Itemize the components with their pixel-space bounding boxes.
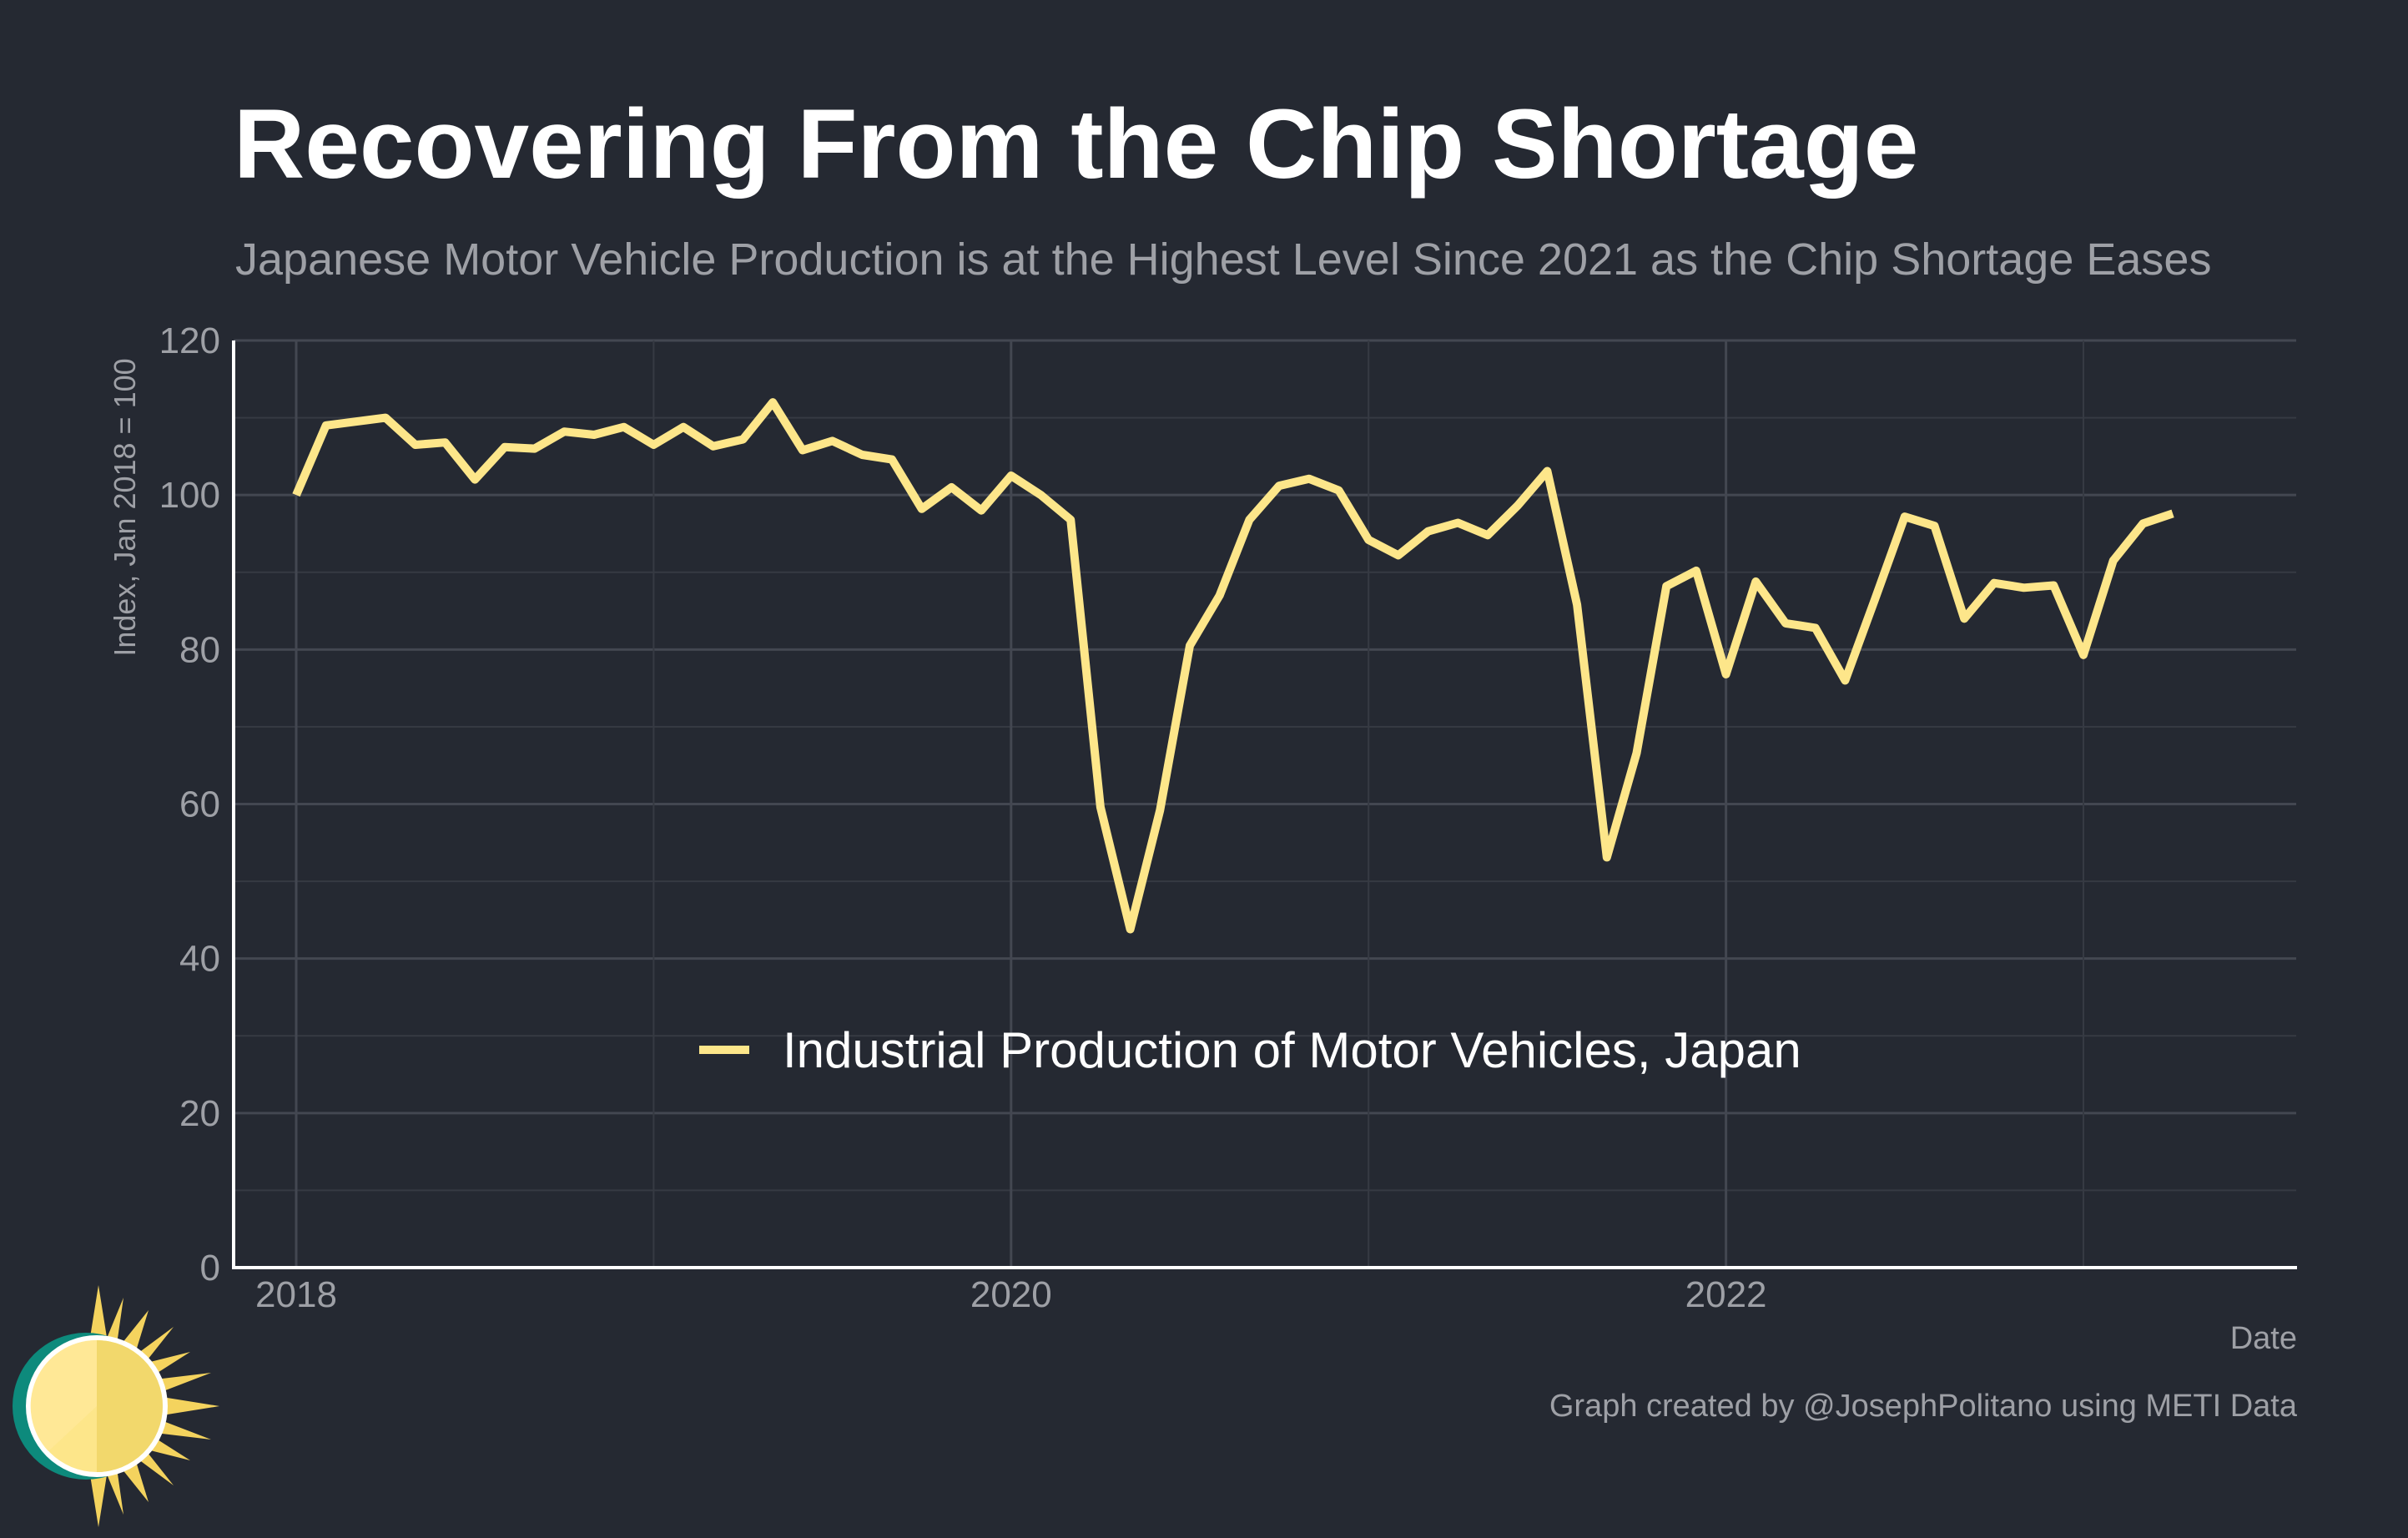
series-layer: [292, 398, 2174, 934]
x-tick-label: 2022: [1685, 1274, 1767, 1315]
legend-label: Industrial Production of Motor Vehicles,…: [783, 1022, 1801, 1078]
y-tick-label: 0: [200, 1248, 220, 1288]
y-tick-label: 60: [179, 784, 220, 825]
x-axis-label: Date: [2229, 1321, 2297, 1356]
x-tick-label: 2018: [255, 1274, 337, 1315]
y-tick-label: 100: [159, 475, 220, 516]
credit-text: Graph created by @JosephPolitano using M…: [1549, 1389, 2297, 1424]
y-tick-label: 40: [179, 939, 220, 980]
sun-icon: [13, 1285, 219, 1527]
chart-subtitle: Japanese Motor Vehicle Production is at …: [235, 234, 2212, 285]
y-tick-label: 20: [179, 1093, 220, 1134]
y-tick-label: 80: [179, 629, 220, 670]
axes: [232, 340, 2297, 1269]
y-axis-label: Index, Jan 2018 = 100: [108, 358, 142, 656]
grid: [234, 339, 2296, 1268]
chart-title: Recovering From the Chip Shortage: [234, 89, 1919, 199]
legend: Industrial Production of Motor Vehicles,…: [699, 1022, 1801, 1078]
axis-ticks: 0 20 40 60 80 100 120 2018 2020 2022: [159, 320, 1767, 1315]
series-line: [292, 398, 2174, 934]
y-tick-label: 120: [159, 320, 220, 361]
x-tick-label: 2020: [970, 1274, 1052, 1315]
